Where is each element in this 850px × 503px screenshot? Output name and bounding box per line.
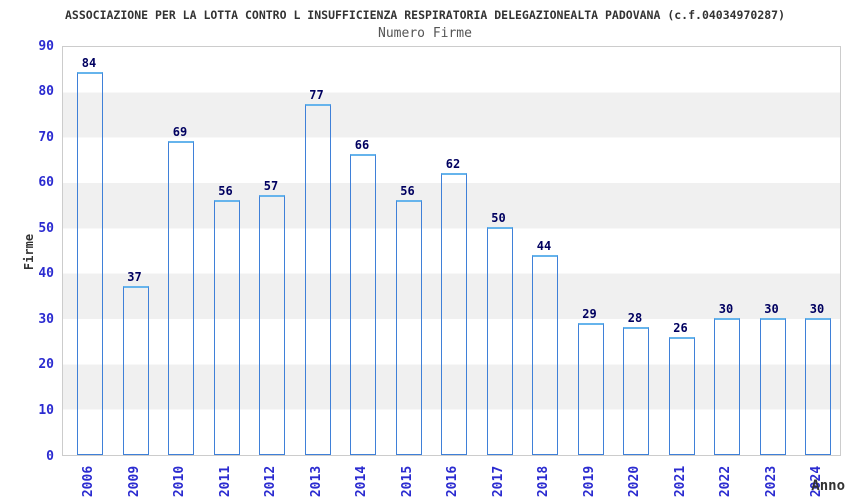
x-tick-label: 2020 [627, 465, 643, 497]
bar-2024 [805, 318, 831, 455]
bar-2009 [122, 286, 149, 455]
bar-value-label: 62 [445, 156, 461, 171]
bar-2019 [577, 322, 604, 455]
bar-value-label: 30 [809, 302, 825, 317]
bar-2018 [532, 254, 558, 455]
bar-2011 [213, 199, 240, 455]
bar-value-label: 56 [400, 183, 415, 198]
x-tick-label: 2019 [582, 465, 597, 497]
y-tick-label: 80 [38, 84, 54, 100]
y-tick-label: 0 [46, 448, 54, 464]
bar-value-label: 84 [81, 56, 97, 71]
chart-subtitle: Numero Firme [378, 26, 472, 41]
bar-2006 [77, 72, 103, 455]
y-tick-label: 30 [38, 311, 54, 327]
bar-value-label: 66 [354, 138, 370, 153]
bar-value-label: 37 [127, 270, 142, 285]
bar-value-label: 57 [263, 179, 279, 194]
x-tick-label: 2013 [309, 465, 324, 497]
bar-2021 [668, 336, 695, 455]
bar-2017 [486, 227, 513, 455]
bar-value-label: 50 [491, 211, 506, 226]
x-tick-label: 2023 [764, 465, 779, 497]
x-tick-label: 2017 [491, 465, 506, 497]
bar-value-label: 28 [627, 311, 643, 326]
bar-2016 [441, 172, 467, 455]
bar-2014 [350, 154, 376, 455]
plot-area [62, 46, 841, 456]
y-tick-label: 20 [38, 357, 54, 373]
y-tick-label: 40 [38, 266, 54, 282]
bar-value-label: 29 [582, 306, 597, 321]
x-tick-label: 2010 [172, 465, 188, 497]
y-tick-label: 70 [38, 129, 54, 145]
bar-value-label: 77 [309, 88, 324, 103]
x-axis-title: Anno [811, 478, 845, 494]
y-tick-label: 50 [38, 220, 54, 236]
y-axis-title: Firme [22, 233, 36, 271]
x-tick-label: 2018 [536, 465, 552, 497]
bar-2010 [168, 140, 194, 455]
y-tick-label: 60 [38, 175, 54, 191]
x-tick-label: 2011 [218, 465, 233, 497]
bar-2015 [395, 199, 422, 455]
x-tick-label: 2015 [400, 465, 415, 497]
x-tick-label: 2014 [354, 465, 370, 497]
y-tick-label: 10 [38, 402, 54, 418]
bar-value-label: 56 [218, 183, 233, 198]
bar-value-label: 30 [718, 302, 734, 317]
x-tick-label: 2022 [718, 465, 734, 497]
bar-2020 [623, 327, 649, 455]
bar-value-label: 30 [764, 302, 779, 317]
bar-2013 [304, 104, 331, 455]
x-tick-label: 2016 [445, 465, 461, 497]
x-tick-label: 2006 [81, 465, 97, 497]
bar-2023 [759, 318, 786, 455]
bar-value-label: 69 [172, 124, 188, 139]
chart-title: ASSOCIAZIONE PER LA LOTTA CONTRO L INSUF… [64, 8, 786, 22]
y-tick-label: 90 [38, 38, 54, 54]
bar-value-label: 44 [536, 238, 552, 253]
x-tick-label: 2021 [673, 465, 688, 497]
bar-2012 [259, 195, 285, 455]
bar-2022 [714, 318, 740, 455]
x-tick-label: 2012 [263, 465, 279, 497]
bar-value-label: 26 [673, 320, 688, 335]
x-tick-label: 2009 [127, 465, 142, 497]
